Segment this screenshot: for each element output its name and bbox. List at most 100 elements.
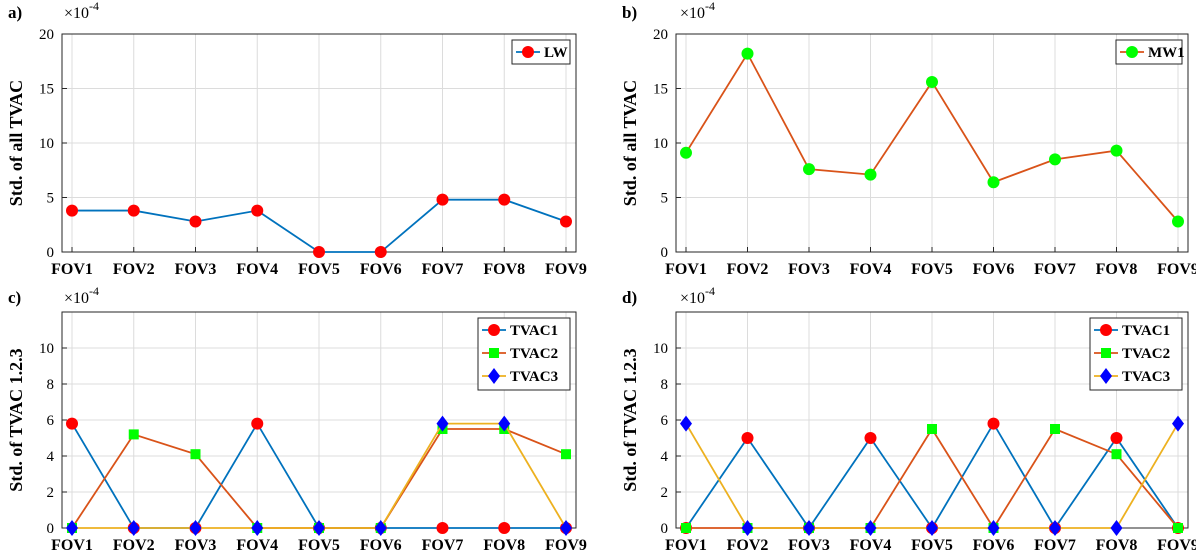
x-tick-label: FOV8 xyxy=(1096,261,1138,278)
legend-entry: TVAC1 xyxy=(1122,323,1170,339)
chart-panel-2: FOV1 FOV2 FOV3 FOV4 FOV5 FOV6 FOV7 FOV8 FOV9 0 5 10… xyxy=(620,0,1196,278)
data-point xyxy=(436,193,449,206)
data-point xyxy=(987,520,1000,536)
data-point xyxy=(436,522,449,534)
data-point xyxy=(1049,153,1061,166)
x-tick-label: FOV2 xyxy=(727,537,769,554)
data-point xyxy=(374,520,387,536)
data-point xyxy=(1050,424,1060,434)
y-tick-label: 0 xyxy=(47,521,55,537)
axis-exponent: ×10-4 xyxy=(64,284,99,307)
data-point xyxy=(128,429,139,440)
x-tick-label: FOV5 xyxy=(298,537,340,554)
y-tick-label: 0 xyxy=(661,521,669,537)
legend-entry: TVAC3 xyxy=(1122,369,1170,385)
y-tick-label: 6 xyxy=(47,413,55,429)
data-point xyxy=(1110,144,1123,157)
data-point xyxy=(1172,215,1184,228)
x-tick-label: FOV6 xyxy=(360,261,402,278)
x-tick-label: FOV7 xyxy=(422,261,464,278)
data-point xyxy=(1110,432,1123,444)
data-point xyxy=(436,415,449,432)
data-point xyxy=(926,75,938,88)
axis-exponent: ×10-4 xyxy=(680,284,715,307)
data-point xyxy=(987,417,1000,430)
data-point xyxy=(803,163,815,176)
legend-marker xyxy=(488,368,500,384)
data-point xyxy=(498,522,511,534)
data-point xyxy=(313,246,325,258)
y-tick-label: 20 xyxy=(39,27,54,43)
y-tick-label: 15 xyxy=(39,82,54,98)
data-point xyxy=(189,520,202,536)
y-tick-label: 15 xyxy=(653,82,668,98)
data-point xyxy=(741,47,754,60)
data-point xyxy=(741,520,754,536)
y-axis-label: Std. of TVAC 1.2.3 xyxy=(620,348,640,491)
x-tick-label: FOV4 xyxy=(236,261,278,278)
y-tick-label: 10 xyxy=(39,136,54,152)
y-axis-label: Std. of all TVAC xyxy=(620,80,640,206)
panel-label: b) xyxy=(622,3,637,22)
x-tick-label: FOV1 xyxy=(51,261,93,278)
x-tick-label: FOV5 xyxy=(911,261,953,278)
x-tick-label: FOV5 xyxy=(298,261,340,278)
y-tick-label: 6 xyxy=(661,413,669,429)
data-point xyxy=(681,523,691,533)
data-point xyxy=(864,520,877,536)
legend-entry: TVAC1 xyxy=(510,323,558,339)
data-point xyxy=(1049,520,1061,536)
data-point xyxy=(680,146,692,159)
legend-marker xyxy=(522,46,534,58)
legend-marker xyxy=(1100,324,1112,336)
x-tick-label: FOV4 xyxy=(850,537,892,554)
x-tick-label: FOV3 xyxy=(788,261,830,278)
x-tick-label: FOV8 xyxy=(483,261,525,278)
x-tick-label: FOV1 xyxy=(51,537,93,554)
y-tick-label: 0 xyxy=(47,245,55,261)
axis-exponent-power: -4 xyxy=(705,284,715,298)
y-tick-label: 2 xyxy=(47,485,55,501)
legend-entry: LW xyxy=(544,45,568,61)
x-tick-label: FOV2 xyxy=(727,261,769,278)
data-point xyxy=(803,520,815,536)
x-tick-label: FOV3 xyxy=(175,261,217,278)
series-MW1 xyxy=(680,47,1184,228)
data-point xyxy=(926,520,938,536)
panel-label: a) xyxy=(8,3,22,22)
x-tick-label: FOV2 xyxy=(113,537,155,554)
y-tick-label: 4 xyxy=(661,449,669,465)
x-tick-label: FOV7 xyxy=(422,537,464,554)
legend-marker xyxy=(489,348,499,358)
data-point xyxy=(1111,449,1122,460)
data-point xyxy=(680,415,692,432)
x-tick-label: FOV7 xyxy=(1034,537,1076,554)
data-point xyxy=(189,215,202,228)
x-tick-label: FOV9 xyxy=(1157,537,1196,554)
data-point xyxy=(927,424,937,434)
x-tick-label: FOV3 xyxy=(175,537,217,554)
chart-panel-3: FOV1 FOV2 FOV3 FOV4 FOV5 FOV6 FOV7 FOV8 FOV9 0 2 4 6… xyxy=(6,284,587,554)
legend-marker xyxy=(488,324,500,336)
data-point xyxy=(374,246,387,258)
data-point xyxy=(251,417,264,430)
legend: TVAC1 TVAC2 TVAC3 xyxy=(1089,317,1183,391)
series-TVAC3 xyxy=(66,415,572,536)
y-tick-label: 0 xyxy=(661,245,669,261)
x-tick-label: FOV6 xyxy=(973,537,1015,554)
data-point xyxy=(66,417,78,430)
data-point xyxy=(1172,415,1184,432)
data-point xyxy=(66,204,78,217)
y-tick-label: 10 xyxy=(653,136,668,152)
panel-label: c) xyxy=(8,288,21,307)
x-tick-label: FOV1 xyxy=(665,537,707,554)
legend-entry: TVAC2 xyxy=(1122,346,1170,362)
data-point xyxy=(741,432,754,444)
data-point xyxy=(251,520,264,536)
y-axis-label: Std. of TVAC 1.2.3 xyxy=(6,348,26,491)
data-point xyxy=(127,520,140,536)
y-tick-label: 5 xyxy=(661,191,669,207)
data-point xyxy=(498,415,511,432)
x-tick-label: FOV6 xyxy=(360,537,402,554)
